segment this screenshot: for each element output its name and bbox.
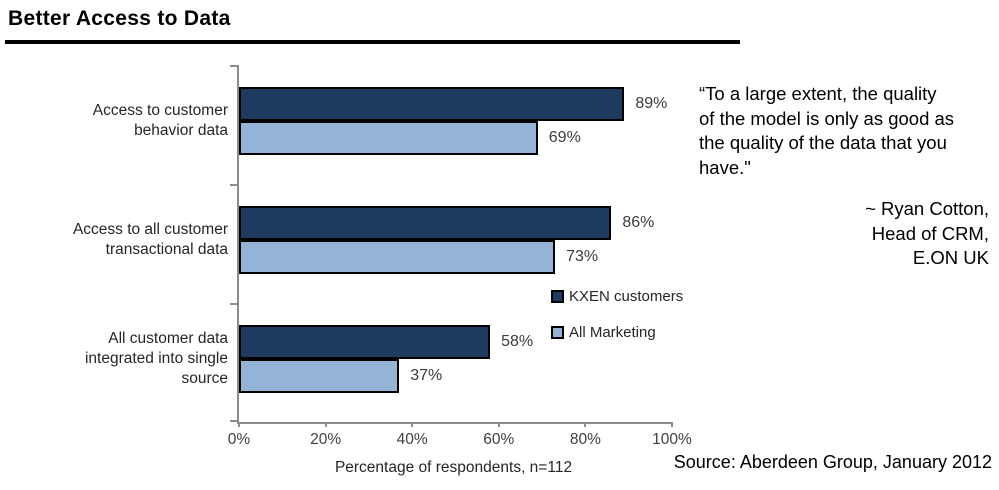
- bar-all-marketing: [239, 240, 556, 274]
- x-axis-tick: [411, 422, 414, 427]
- x-axis-label: Percentage of respondents, n=112: [334, 459, 573, 476]
- x-axis-tick-label: 0%: [227, 431, 251, 448]
- y-axis-tick: [230, 65, 237, 67]
- quote-block: “To a large extent, the quality of the m…: [699, 82, 989, 271]
- x-axis-tick-label: 60%: [483, 431, 515, 448]
- bar-all-marketing: [239, 359, 400, 393]
- bar-all-marketing: [239, 121, 538, 155]
- y-axis-tick: [230, 184, 237, 186]
- page-title: Better Access to Data: [8, 7, 231, 30]
- bar-value-label: 58%: [501, 333, 534, 350]
- x-axis-tick: [671, 422, 673, 427]
- y-axis-tick: [230, 303, 237, 305]
- x-axis-tick-label: 80%: [569, 431, 601, 448]
- bar-value-label: 37%: [410, 367, 443, 384]
- plot-area: 89% 69% 86% 73% 58% 37% 0% 20% 40% 60% 80% 100%: [228, 65, 692, 448]
- source-note: Source: Aberdeen Group, January 2012: [673, 452, 992, 472]
- legend-item: All Marketing: [551, 324, 683, 341]
- legend-swatch-icon: [551, 326, 564, 339]
- bar-value-label: 86%: [622, 214, 655, 231]
- bar-value-label: 69%: [548, 129, 581, 146]
- x-axis-tick-label: 40%: [396, 431, 428, 448]
- x-axis-tick: [584, 422, 587, 427]
- x-axis-tick: [324, 422, 327, 427]
- legend: KXEN customers All Marketing: [551, 288, 683, 360]
- x-axis-tick-label: 20%: [310, 431, 342, 448]
- bar-value-label: 89%: [635, 95, 668, 112]
- bar-kxen-customers: [239, 87, 625, 121]
- bar-kxen-customers: [239, 206, 612, 240]
- bar-kxen-customers: [239, 325, 491, 359]
- x-axis-tick-label: 100%: [652, 431, 692, 448]
- x-axis-tick: [497, 422, 500, 427]
- category-labels: Access to customer behavior data Access t…: [0, 65, 228, 422]
- quote-text: “To a large extent, the quality of the m…: [699, 83, 955, 178]
- quote-attribution: ~ Ryan Cotton, Head of CRM, E.ON UK: [865, 198, 989, 268]
- legend-item: KXEN customers: [551, 288, 683, 305]
- legend-label: KXEN customers: [569, 288, 684, 305]
- bar-value-label: 73%: [566, 248, 599, 265]
- category-label: All customer data integrated into single…: [84, 330, 228, 387]
- legend-label: All Marketing: [569, 324, 656, 341]
- x-axis-tick: [238, 422, 240, 427]
- y-axis-tick: [230, 420, 237, 422]
- category-label: Access to customer behavior data: [92, 102, 228, 139]
- category-label: Access to all customer transactional dat…: [72, 221, 228, 258]
- title-underline: [5, 40, 740, 44]
- legend-swatch-icon: [551, 290, 564, 303]
